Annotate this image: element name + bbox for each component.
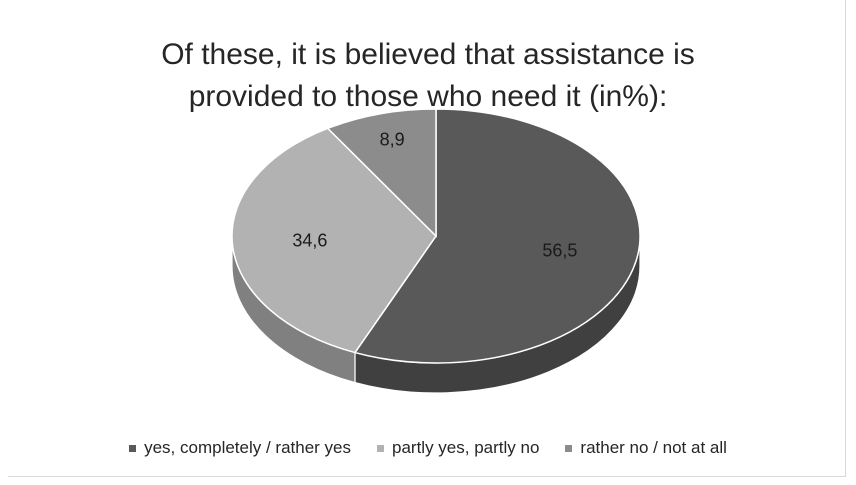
- chart-title-line-1: Of these, it is believed that assistance…: [161, 38, 695, 71]
- legend-item-no: rather no / not at all: [565, 438, 727, 458]
- pie-label-layer: 56,5 34,6 8,9: [292, 130, 577, 261]
- pie-slice-0: [353, 108, 641, 364]
- legend-label-partly: partly yes, partly no: [392, 438, 540, 457]
- chart-title: Of these, it is believed that assistance…: [0, 34, 856, 118]
- legend-swatch-no: [565, 444, 573, 452]
- pie-slice-1: [231, 127, 437, 354]
- legend-swatch-partly: [377, 444, 385, 452]
- data-label-2: 8,9: [380, 130, 405, 150]
- legend-swatch-yes: [129, 444, 137, 452]
- chart-title-line-2: provided to those who need it (in%):: [188, 80, 668, 113]
- pie-slice-2: [326, 108, 437, 238]
- data-label-1: 34,6: [292, 231, 327, 251]
- legend-item-yes: yes, completely / rather yes: [129, 438, 351, 458]
- pie-top-layer: [231, 108, 641, 364]
- legend: yes, completely / rather yes partly yes,…: [0, 438, 856, 458]
- legend-label-no: rather no / not at all: [580, 438, 727, 457]
- legend-label-yes: yes, completely / rather yes: [144, 438, 352, 457]
- legend-item-partly: partly yes, partly no: [377, 438, 539, 458]
- chart-frame: [8, 0, 846, 477]
- data-label-0: 56,5: [542, 241, 577, 261]
